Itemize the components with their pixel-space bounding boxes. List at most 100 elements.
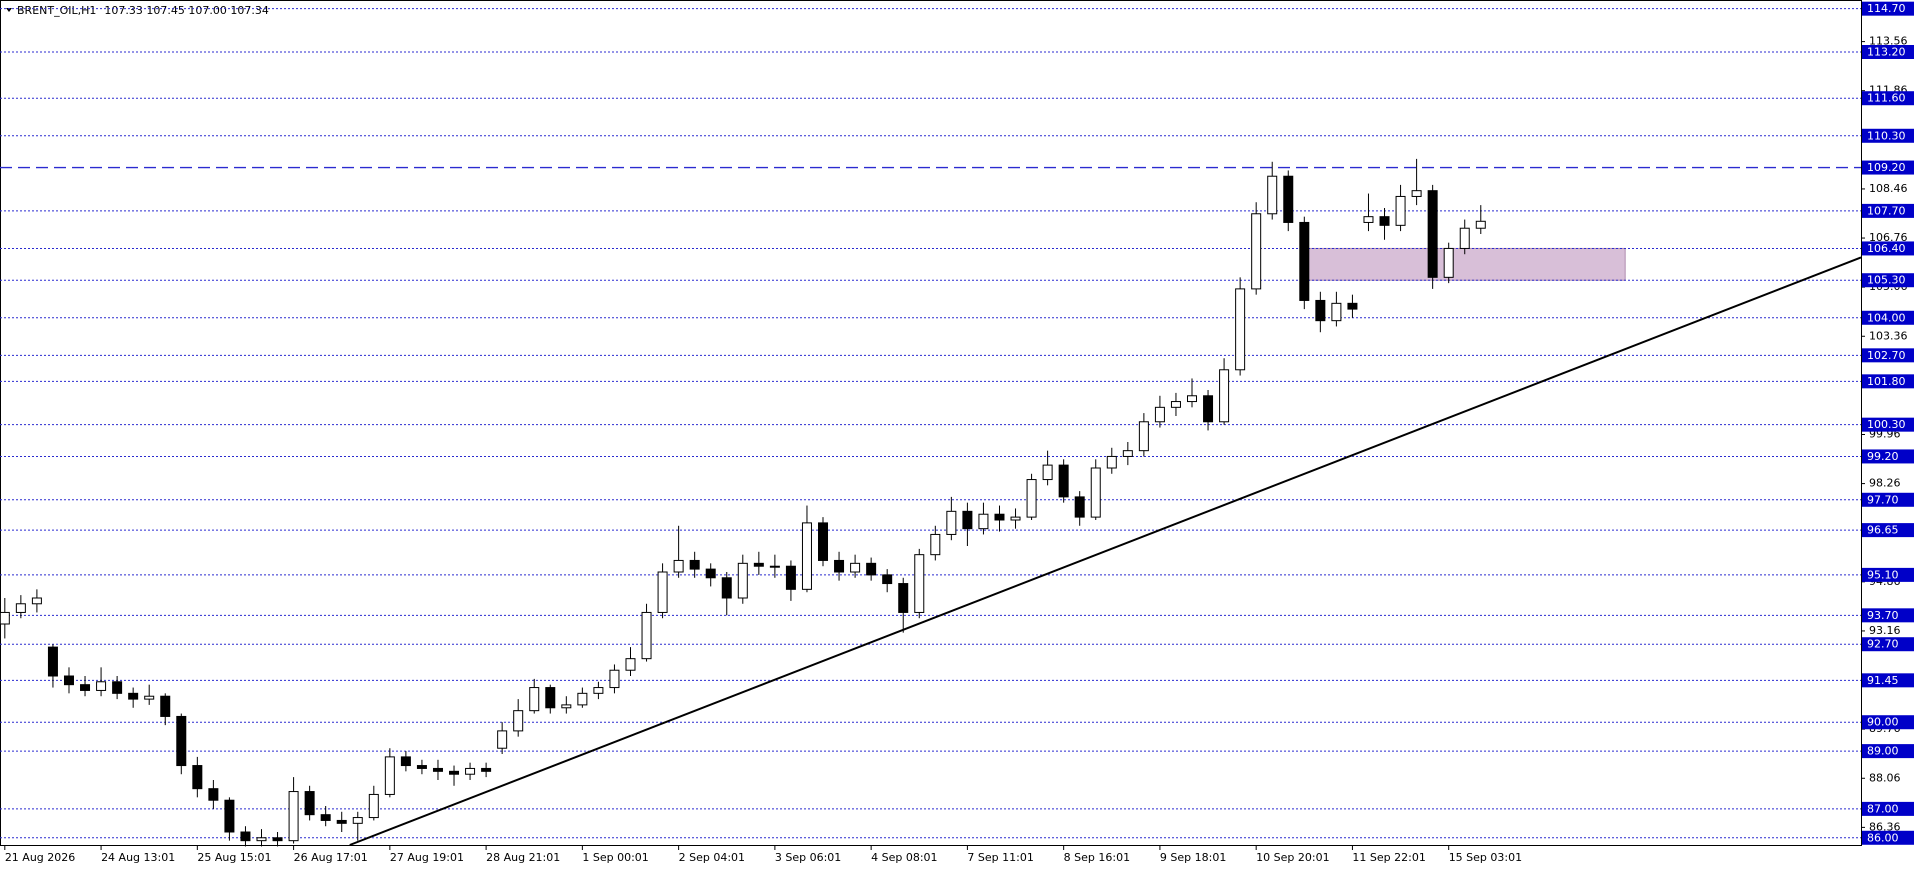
candle-body bbox=[1219, 369, 1230, 423]
candle-body bbox=[240, 831, 251, 842]
candle-body bbox=[834, 559, 845, 573]
x-tick-label: 21 Aug 2026 bbox=[5, 851, 75, 864]
level-label-box bbox=[1862, 203, 1914, 218]
x-tick-label: 11 Sep 22:01 bbox=[1352, 851, 1425, 864]
candle-body bbox=[705, 568, 716, 579]
candle-body bbox=[481, 767, 492, 772]
level-label-box bbox=[1862, 348, 1914, 363]
candle-body bbox=[1363, 216, 1374, 223]
candle-body bbox=[304, 791, 315, 816]
level-label-box bbox=[1862, 637, 1914, 652]
header: BRENT_OIL,H1 107.33 107.45 107.00 107.34 bbox=[17, 4, 269, 17]
candle-body bbox=[1379, 216, 1390, 226]
candle-body bbox=[1475, 220, 1486, 229]
level-label: 89.00 bbox=[1867, 745, 1899, 758]
level-label: 90.00 bbox=[1867, 716, 1899, 729]
candle-body bbox=[545, 687, 556, 709]
candle-body bbox=[1187, 395, 1198, 403]
x-tick-label: 26 Aug 17:01 bbox=[294, 851, 368, 864]
candle-body bbox=[368, 793, 379, 819]
level-label-box bbox=[1862, 744, 1914, 759]
candle-body bbox=[769, 565, 780, 568]
level-label-box bbox=[1862, 45, 1914, 59]
level-label-box bbox=[1862, 310, 1914, 325]
level-label-box bbox=[1862, 567, 1914, 582]
level-label: 114.70 bbox=[1867, 2, 1906, 15]
candle-body bbox=[930, 533, 941, 556]
candle-body bbox=[529, 687, 540, 712]
level-label: 111.60 bbox=[1867, 92, 1906, 105]
candle-body bbox=[192, 765, 203, 790]
candle-body bbox=[914, 554, 925, 613]
candle-body bbox=[1459, 227, 1470, 249]
x-tick-label: 9 Sep 18:01 bbox=[1160, 851, 1226, 864]
x-tick-label: 15 Sep 03:01 bbox=[1449, 851, 1522, 864]
candle-body bbox=[96, 681, 107, 691]
candle-body bbox=[1427, 190, 1438, 278]
level-label: 109.20 bbox=[1867, 161, 1906, 174]
candle-body bbox=[978, 513, 989, 530]
x-tick-label: 2 Sep 04:01 bbox=[679, 851, 745, 864]
level-label: 106.40 bbox=[1867, 242, 1906, 255]
candle-body bbox=[1283, 175, 1294, 223]
candle-body bbox=[465, 767, 476, 775]
candle-body bbox=[0, 611, 10, 625]
level-label-box bbox=[1862, 715, 1914, 730]
candle-body bbox=[336, 819, 347, 824]
candle-body bbox=[1347, 302, 1358, 310]
candle-body bbox=[866, 562, 877, 576]
candle-body bbox=[31, 597, 42, 605]
candle-body bbox=[1154, 406, 1165, 423]
candle-body bbox=[1267, 175, 1278, 215]
y-tick-label: 113.56 bbox=[1869, 35, 1908, 48]
candle-body bbox=[176, 715, 187, 767]
candle-body bbox=[1443, 247, 1454, 278]
level-label: 92.70 bbox=[1867, 638, 1899, 651]
candle-body bbox=[15, 603, 26, 613]
x-tick-label: 24 Aug 13:01 bbox=[101, 851, 175, 864]
level-label: 99.20 bbox=[1867, 450, 1899, 463]
candle-body bbox=[1315, 299, 1326, 322]
x-tick-label: 4 Sep 08:01 bbox=[871, 851, 937, 864]
trendline bbox=[349, 256, 1862, 846]
axis-layer: 113.56111.86108.46106.76105.06103.3699.9… bbox=[4, 1, 1914, 864]
level-label: 113.20 bbox=[1867, 46, 1906, 59]
candles-layer bbox=[0, 158, 1486, 847]
x-tick-label: 8 Sep 16:01 bbox=[1064, 851, 1130, 864]
candle-body bbox=[689, 559, 700, 570]
level-label: 105.30 bbox=[1867, 274, 1906, 287]
level-label-box bbox=[1862, 417, 1914, 432]
candle-body bbox=[1058, 464, 1069, 498]
candle-body bbox=[1138, 421, 1149, 452]
x-tick-label: 10 Sep 20:01 bbox=[1256, 851, 1329, 864]
candle-body bbox=[593, 687, 604, 694]
candle-body bbox=[962, 510, 973, 530]
candle-body bbox=[320, 814, 331, 821]
candle-body bbox=[1074, 496, 1085, 518]
candle-body bbox=[1299, 221, 1310, 301]
candle-body bbox=[288, 791, 299, 842]
candle-body bbox=[449, 770, 460, 775]
y-tick-label: 86.36 bbox=[1869, 820, 1901, 833]
x-tick-label: 27 Aug 19:01 bbox=[390, 851, 464, 864]
candle-body bbox=[801, 522, 812, 590]
candle-body bbox=[112, 681, 123, 694]
candle-body bbox=[432, 767, 443, 772]
level-label-box bbox=[1862, 241, 1914, 256]
candle-body bbox=[946, 510, 957, 535]
plot-frame bbox=[0, 0, 1862, 846]
level-label-box bbox=[1862, 160, 1914, 175]
header-values: 107.33 107.45 107.00 107.34 bbox=[104, 4, 268, 17]
level-label-box bbox=[1862, 273, 1914, 288]
candle-body bbox=[160, 695, 171, 717]
candle-body bbox=[400, 756, 411, 767]
candle-body bbox=[625, 658, 636, 671]
level-label: 110.30 bbox=[1867, 129, 1906, 142]
candle-body bbox=[898, 583, 909, 613]
candle-body bbox=[753, 562, 764, 567]
over-layer bbox=[349, 256, 1862, 846]
candle-body bbox=[47, 646, 58, 677]
level-label: 107.70 bbox=[1867, 204, 1906, 217]
level-label: 95.10 bbox=[1867, 568, 1899, 581]
